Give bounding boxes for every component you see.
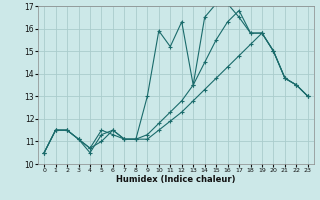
X-axis label: Humidex (Indice chaleur): Humidex (Indice chaleur) — [116, 175, 236, 184]
